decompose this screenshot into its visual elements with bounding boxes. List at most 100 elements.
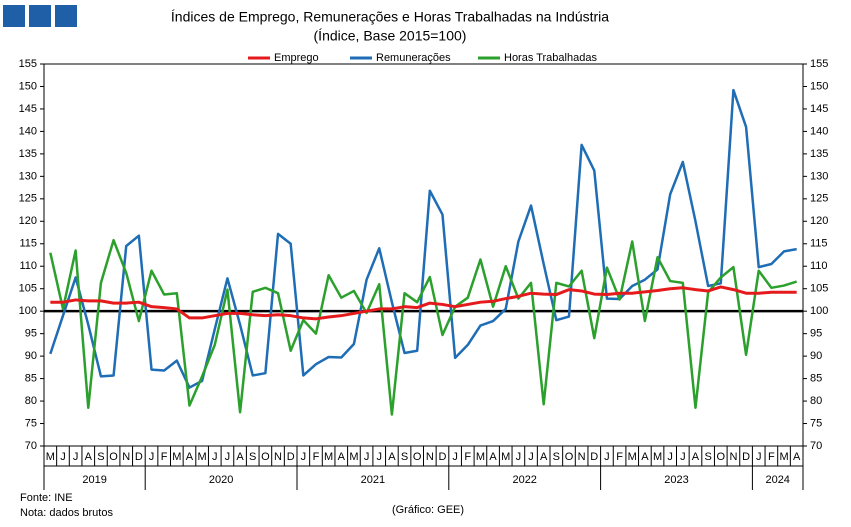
x-tick-label: J (680, 451, 686, 463)
x-tick-label: A (186, 451, 194, 463)
y2-tick-label: 75 (810, 417, 822, 429)
x-tick-label: N (578, 451, 586, 463)
y2-tick-label: 80 (810, 395, 822, 407)
x-tick-label: J (225, 451, 231, 463)
note: Fonte: INE (20, 492, 73, 504)
x-tick-label: J (516, 451, 522, 463)
x-tick-label: M (324, 451, 333, 463)
x-tick-label: J (452, 451, 458, 463)
legend-label: Horas Trabalhadas (504, 52, 597, 64)
credit: (Gráfico: GEE) (392, 504, 464, 516)
legend-label: Emprego (274, 52, 319, 64)
y-tick-label: 95 (25, 328, 37, 340)
y2-tick-label: 90 (810, 350, 822, 362)
x-tick-label: O (261, 451, 270, 463)
x-tick-label: A (540, 451, 548, 463)
y-tick-label: 140 (19, 125, 37, 137)
x-tick-label: J (528, 451, 534, 463)
x-tick-label: M (198, 451, 207, 463)
x-group-label: 2022 (512, 474, 536, 486)
y-tick-label: 85 (25, 372, 37, 384)
y2-tick-label: 115 (810, 238, 828, 250)
x-tick-label: N (426, 451, 434, 463)
y-tick-label: 145 (19, 103, 37, 115)
y2-tick-label: 70 (810, 440, 822, 452)
y-tick-label: 120 (19, 215, 37, 227)
x-tick-label: J (376, 451, 382, 463)
x-tick-label: O (716, 451, 725, 463)
x-group-label: 2020 (209, 474, 233, 486)
x-group-label: 2021 (361, 474, 385, 486)
series-line (49, 238, 798, 416)
x-tick-label: A (692, 451, 700, 463)
x-tick-label: F (768, 451, 775, 463)
y2-tick-label: 135 (810, 148, 828, 160)
x-tick-label: M (46, 451, 55, 463)
x-tick-label: N (122, 451, 130, 463)
y2-tick-label: 130 (810, 170, 828, 182)
x-tick-label: D (590, 451, 598, 463)
y-tick-label: 135 (19, 148, 37, 160)
y2-tick-label: 85 (810, 372, 822, 384)
y-tick-label: 75 (25, 417, 37, 429)
y2-tick-label: 155 (810, 58, 828, 70)
x-group-label: 2023 (664, 474, 688, 486)
logo-square (55, 5, 77, 27)
y2-tick-label: 105 (810, 283, 828, 295)
y-tick-label: 115 (19, 238, 37, 250)
x-tick-label: S (401, 451, 408, 463)
x-tick-label: M (349, 451, 358, 463)
x-tick-label: A (793, 451, 801, 463)
y2-tick-label: 145 (810, 103, 828, 115)
x-tick-label: J (149, 451, 155, 463)
x-group-label: 2024 (765, 474, 789, 486)
y-tick-label: 125 (19, 193, 37, 205)
x-tick-label: J (73, 451, 79, 463)
logo-square (29, 5, 51, 27)
x-tick-label: J (60, 451, 66, 463)
x-tick-label: S (97, 451, 104, 463)
x-tick-label: O (565, 451, 574, 463)
y-tick-label: 150 (19, 80, 37, 92)
x-tick-label: M (501, 451, 510, 463)
x-tick-label: D (742, 451, 750, 463)
x-tick-label: D (438, 451, 446, 463)
x-tick-label: M (653, 451, 662, 463)
x-tick-label: S (553, 451, 560, 463)
x-tick-label: A (85, 451, 93, 463)
series-line (49, 88, 797, 389)
x-tick-label: O (413, 451, 422, 463)
x-tick-label: M (628, 451, 637, 463)
x-tick-label: D (287, 451, 295, 463)
x-tick-label: N (729, 451, 737, 463)
logo-square (3, 5, 25, 27)
x-tick-label: J (301, 451, 307, 463)
y-tick-label: 105 (19, 283, 37, 295)
x-tick-label: A (236, 451, 244, 463)
y-tick-label: 130 (19, 170, 37, 182)
x-tick-label: N (274, 451, 282, 463)
x-tick-label: F (464, 451, 471, 463)
x-tick-label: J (212, 451, 218, 463)
y-tick-label: 90 (25, 350, 37, 362)
x-tick-label: M (476, 451, 485, 463)
y2-tick-label: 120 (810, 215, 828, 227)
legend-label: Remunerações (376, 52, 451, 64)
y2-tick-label: 140 (810, 125, 828, 137)
x-tick-label: S (704, 451, 711, 463)
y-tick-label: 155 (19, 58, 37, 70)
x-tick-label: A (338, 451, 346, 463)
x-group-label: 2019 (82, 474, 106, 486)
note: Nota: dados brutos (20, 507, 113, 519)
y-tick-label: 80 (25, 395, 37, 407)
x-tick-label: M (172, 451, 181, 463)
y2-tick-label: 100 (810, 305, 828, 317)
x-tick-label: F (616, 451, 623, 463)
x-tick-label: J (756, 451, 762, 463)
y2-tick-label: 150 (810, 80, 828, 92)
x-tick-label: A (388, 451, 396, 463)
y-tick-label: 70 (25, 440, 37, 452)
x-tick-label: A (641, 451, 649, 463)
x-tick-label: A (489, 451, 497, 463)
